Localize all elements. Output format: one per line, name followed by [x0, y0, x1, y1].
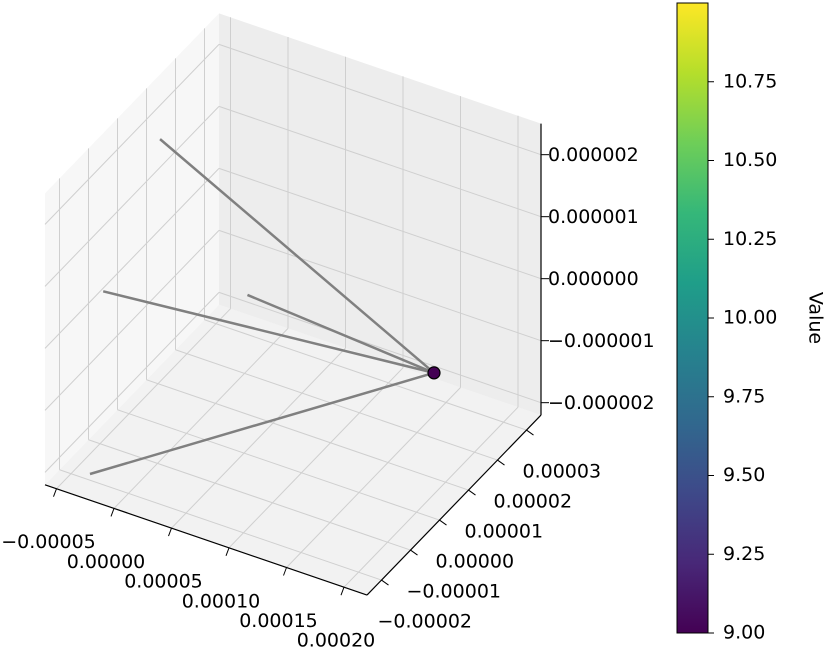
grid-line	[44, 106, 220, 287]
data-point	[427, 366, 441, 380]
y-tick-label: 0.00002	[494, 491, 573, 513]
y-tick-label: 0.00000	[436, 551, 515, 573]
grid-line	[113, 328, 289, 509]
y-tick-label: 0.00001	[465, 521, 544, 543]
grid-line	[44, 44, 220, 225]
z-tick-label: 0.000000	[548, 268, 639, 290]
z-tick-label: −0.000001	[548, 330, 655, 352]
edge-line	[89, 371, 435, 476]
grid-line	[228, 367, 404, 549]
grid-line	[59, 469, 382, 581]
grid-line	[218, 291, 542, 404]
z-tick-label: −0.000002	[548, 392, 655, 414]
edge-line	[246, 293, 435, 375]
grid-line	[218, 105, 542, 218]
y-tick	[439, 519, 447, 526]
colorbar-label: Value	[805, 292, 827, 344]
y-tick	[497, 459, 505, 466]
grid-line	[146, 379, 469, 491]
y-tick	[381, 579, 389, 586]
colorbar-tick-label: 10.75	[723, 70, 777, 92]
edge-line	[159, 138, 435, 374]
x-tick	[225, 547, 230, 556]
grid-line	[44, 292, 220, 473]
edge-line	[102, 290, 435, 375]
y-tick-label: −0.00001	[407, 581, 502, 603]
colorbar-tick-label: 10.00	[723, 307, 777, 329]
x-tick-label: 0.00020	[297, 630, 376, 648]
colorbar-tick-label: 10.50	[723, 149, 777, 171]
x-tick	[53, 488, 57, 497]
y-tick	[410, 549, 418, 556]
x-tick	[283, 567, 287, 576]
x-tick	[340, 587, 345, 596]
grid-line	[44, 168, 220, 349]
grid-line	[286, 387, 461, 568]
grid-line	[204, 319, 527, 431]
colorbar-tick-label: 9.50	[723, 464, 765, 486]
grid-line	[44, 230, 220, 411]
colorbar	[676, 2, 709, 634]
grid-line	[218, 43, 542, 156]
z-tick-label: 0.000001	[548, 206, 639, 228]
grid-line	[218, 167, 542, 280]
grid-line	[218, 229, 542, 342]
colorbar-tick-label: 9.25	[723, 543, 765, 565]
z-tick-label: 0.000002	[548, 144, 639, 166]
x-tick	[168, 527, 172, 537]
grid-line	[175, 349, 498, 461]
y-axis-line	[366, 414, 542, 596]
x-tick-label: 0.00015	[239, 610, 318, 632]
colorbar-tick-label: 10.25	[723, 228, 777, 250]
grid-line	[171, 347, 346, 529]
x-tick	[110, 508, 115, 517]
grid-line	[117, 409, 440, 521]
grid-line	[343, 406, 519, 588]
grid-line	[56, 308, 231, 490]
x-axis-line	[44, 484, 368, 596]
x-tick-label: −0.00005	[1, 531, 96, 553]
y-tick-label: −0.00002	[378, 611, 473, 633]
x-tick-label: 0.00000	[67, 551, 146, 573]
y-tick-label: 0.00003	[523, 461, 602, 483]
colorbar-tick-label: 9.75	[723, 385, 765, 407]
y-tick	[526, 429, 534, 436]
y-tick	[468, 489, 476, 496]
x-tick-label: 0.00010	[182, 590, 261, 612]
colorbar-tick-label: 9.00	[723, 622, 765, 644]
x-tick-label: 0.00005	[124, 571, 203, 593]
